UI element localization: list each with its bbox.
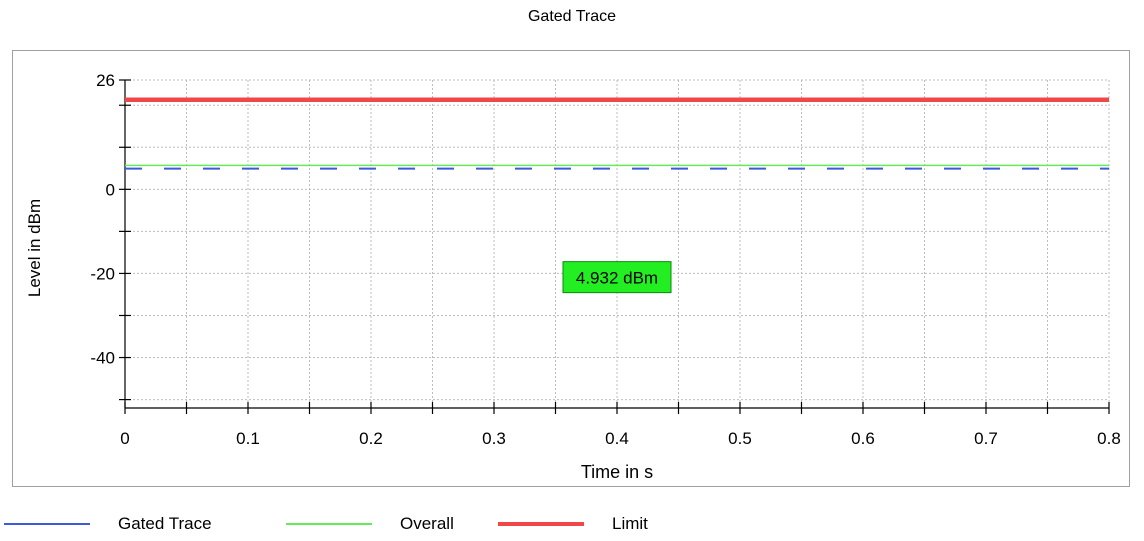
y-axis-label: Level in dBm: [25, 199, 44, 297]
y-tick-label: -40: [90, 349, 115, 368]
legend-item-overall: Overall: [286, 512, 454, 536]
legend-label-limit: Limit: [612, 514, 648, 533]
series-layer: [125, 97, 1109, 170]
annotation-box: [562, 261, 672, 294]
y-tick-label: -20: [90, 264, 115, 283]
x-tick-label: 0.8: [1097, 429, 1121, 448]
legend-item-gated-trace: Gated Trace: [4, 512, 212, 536]
axis-layer: [119, 79, 1110, 414]
x-tick-label: 0.7: [974, 429, 998, 448]
chart-svg: 0 0.1 0.2 0.3 0.4 0.5 0.6 0.7 0.8 26 0 -20 -40 4.932 …: [25, 71, 1121, 482]
x-tick-label: 0.5: [728, 429, 752, 448]
x-tick-label: 0.2: [359, 429, 383, 448]
y-tick-label: 0: [106, 180, 115, 199]
legend-label-gated-trace: Gated Trace: [118, 514, 212, 533]
grid-layer: [125, 79, 1110, 408]
legend-item-limit: Limit: [498, 512, 648, 536]
x-tick-label: 0.1: [236, 429, 260, 448]
label-layer: 0 0.1 0.2 0.3 0.4 0.5 0.6 0.7 0.8 26 0 -20 -40 4.932 …: [90, 71, 1120, 448]
y-tick-label: 26: [96, 71, 115, 90]
plot-frame: [12, 50, 1130, 487]
legend-label-overall: Overall: [400, 514, 454, 533]
chart-title: Gated Trace: [527, 8, 617, 25]
legend-swatch-gated-trace: [4, 523, 90, 525]
x-tick-label: 0.6: [851, 429, 875, 448]
annotation-label: 4.932 dBm: [576, 269, 658, 288]
x-axis-label: Time in s: [581, 462, 653, 482]
x-tick-label: 0.3: [482, 429, 506, 448]
legend-swatch-overall: [286, 523, 372, 525]
x-tick-label: 0.4: [605, 429, 629, 448]
x-tick-label: 0: [120, 429, 129, 448]
legend-swatch-limit: [498, 522, 584, 526]
